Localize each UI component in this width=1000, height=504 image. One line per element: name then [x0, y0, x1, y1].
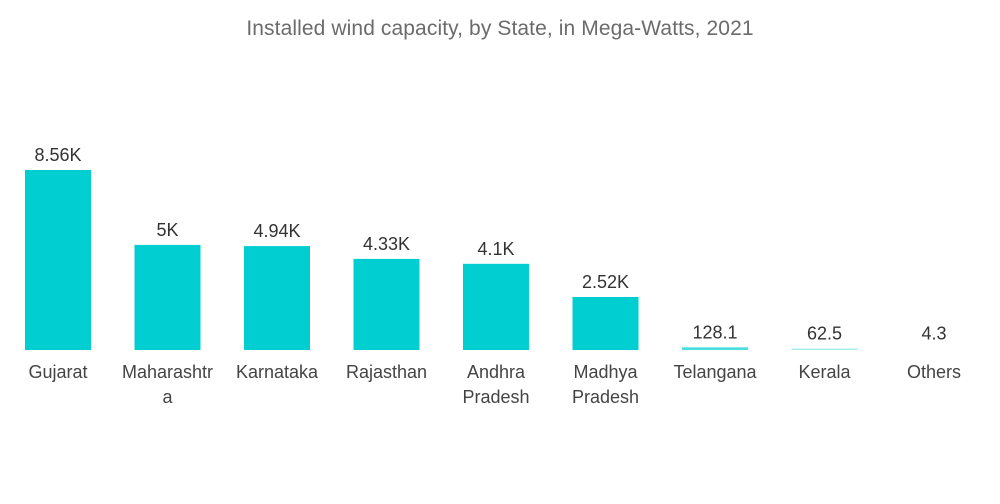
category-label: Rajasthan	[346, 362, 427, 382]
data-label: 8.56K	[34, 145, 81, 165]
bar-karnataka	[244, 246, 310, 350]
bar-andhra-pradesh	[463, 263, 529, 350]
bar-rajasthan	[353, 258, 420, 350]
category-label: Andhra Pradesh	[462, 362, 529, 407]
category-label-line: Gujarat	[28, 362, 87, 382]
bar-kerala	[791, 348, 858, 350]
category-label: Karnataka	[236, 362, 319, 382]
bar-telangana	[682, 347, 748, 350]
category-label: Gujarat	[28, 362, 87, 382]
category-label-line: Others	[907, 362, 961, 382]
bar-gujarat	[25, 170, 91, 350]
category-label-line: Pradesh	[462, 387, 529, 407]
data-label: 2.52K	[582, 272, 629, 292]
data-label: 4.3	[921, 324, 946, 344]
category-label-line: Madhya	[573, 362, 638, 382]
category-label-line: Telangana	[673, 362, 757, 382]
bar-madhya-pradesh	[572, 297, 639, 350]
data-label: 128.1	[692, 322, 737, 342]
data-label: 5K	[156, 220, 178, 240]
bar-others	[901, 349, 967, 351]
data-label: 62.5	[807, 324, 842, 344]
category-label-line: Pradesh	[572, 387, 639, 407]
category-label: Kerala	[798, 362, 851, 382]
category-label: Others	[907, 362, 961, 382]
category-label: Madhya Pradesh	[572, 362, 639, 407]
category-label-line: a	[162, 387, 173, 407]
category-label-line: Andhra	[467, 362, 526, 382]
category-label-line: Karnataka	[236, 362, 319, 382]
category-label: Maharashtr a	[122, 362, 213, 407]
data-label: 4.33K	[363, 234, 410, 254]
data-label: 4.1K	[477, 239, 514, 259]
bar-maharashtra	[134, 244, 201, 350]
category-label-line: Maharashtr	[122, 362, 213, 382]
category-label: Telangana	[673, 362, 757, 382]
category-label-line: Kerala	[798, 362, 851, 382]
data-label: 4.94K	[253, 221, 300, 241]
chart-title: Installed wind capacity, by State, in Me…	[246, 17, 754, 40]
category-label-line: Rajasthan	[346, 362, 427, 382]
